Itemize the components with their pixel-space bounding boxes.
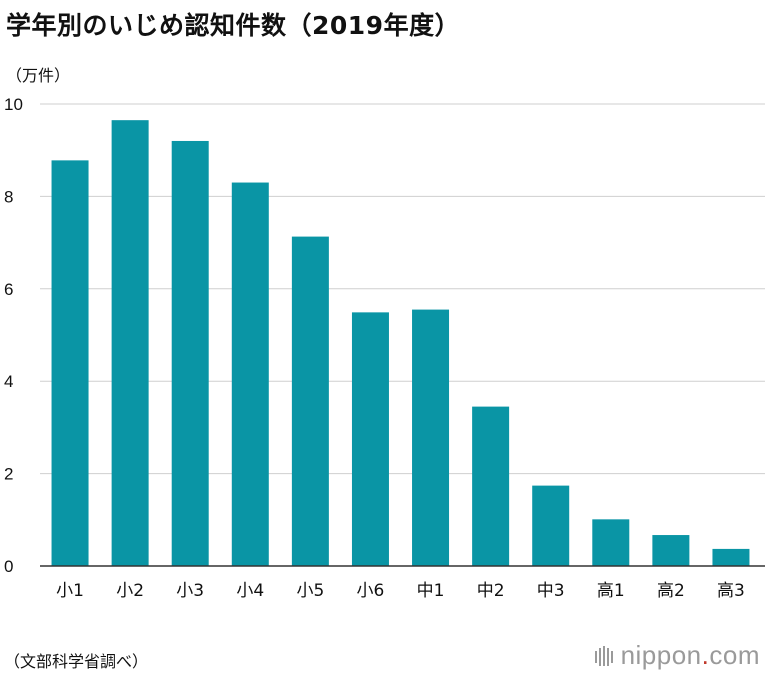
y-tick-label: 8 [4, 187, 13, 206]
x-tick-label: 高2 [657, 581, 685, 601]
x-tick-label: 高3 [717, 581, 745, 601]
axis-labels: 0 2 4 6 8 10 小1 小2 小3 小4 小5 小6 中1 中2 中3 高1 高2 高3 [4, 95, 745, 601]
x-tick-label: 高1 [597, 581, 625, 601]
x-tick-label: 小3 [176, 581, 204, 601]
x-tick-label: 小5 [296, 581, 324, 601]
y-axis-unit-label: （万件） [6, 66, 71, 85]
x-tick-label: 中1 [417, 581, 445, 601]
brand-logo: nippon.com [593, 640, 760, 671]
chart-title: 学年別のいじめ認知件数（2019年度） [6, 11, 461, 40]
bar-高2 [652, 535, 690, 566]
nippon-logo-icon [594, 645, 613, 666]
y-tick-label: 10 [4, 95, 23, 114]
gridlines [40, 103, 765, 475]
x-tick-label: 中3 [537, 581, 565, 601]
bar-中1 [412, 309, 450, 566]
x-tick-label: 小4 [236, 581, 264, 601]
x-tick-label: 小1 [56, 581, 84, 601]
bar-小5 [291, 236, 329, 566]
y-tick-label: 6 [4, 280, 13, 299]
brand-dot: . [701, 640, 710, 670]
brand-tld: com [709, 640, 760, 670]
source-note: （文部科学省調べ） [4, 652, 149, 671]
y-tick-label: 4 [4, 372, 13, 391]
x-tick-label: 小6 [357, 581, 385, 601]
brand-name: nippon [620, 640, 702, 670]
bar-中2 [472, 406, 510, 566]
y-tick-label: 0 [4, 557, 13, 576]
bar-小6 [351, 312, 389, 566]
bar-中3 [532, 485, 570, 566]
bar-小1 [51, 160, 89, 566]
bars [51, 120, 750, 567]
bar-高1 [592, 519, 630, 566]
bar-小2 [111, 120, 149, 567]
y-tick-label: 2 [4, 465, 13, 484]
brand-wordmark: nippon.com [621, 640, 760, 671]
bar-小4 [231, 182, 269, 567]
x-tick-label: 小2 [116, 581, 144, 601]
bar-高3 [712, 548, 750, 566]
bar-小3 [171, 140, 209, 566]
x-tick-label: 中2 [477, 581, 505, 601]
